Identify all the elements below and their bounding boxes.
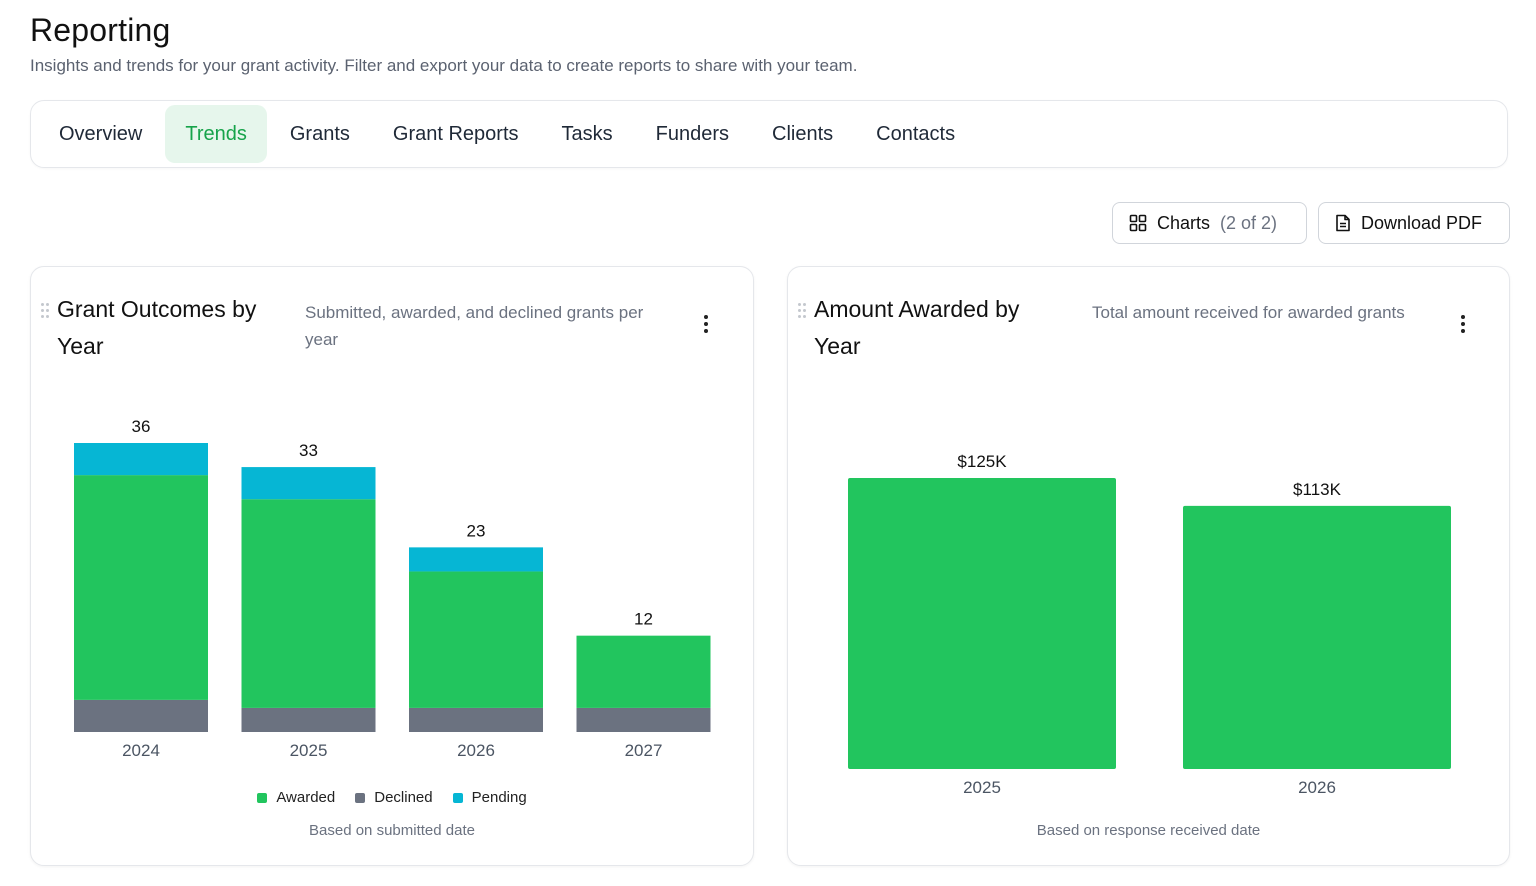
bar-segment-pending (74, 443, 208, 476)
card-title: Amount Awarded by Year (814, 296, 1020, 359)
x-tick-label: 2024 (122, 741, 160, 760)
bar-value-label: $113K (1293, 480, 1342, 499)
drag-handle-icon[interactable] (41, 303, 51, 319)
tab-grants[interactable]: Grants (289, 123, 350, 145)
charts-button-label: Charts (1157, 212, 1211, 233)
card-description: Submitted, awarded, and declined grants … (305, 303, 644, 349)
tab-trends[interactable]: Trends (165, 105, 267, 163)
awarded-swatch (257, 792, 268, 803)
amount-bar (1183, 505, 1451, 769)
bar-segment-declined (576, 707, 711, 732)
declined-swatch (355, 792, 366, 803)
more-options-icon[interactable] (703, 315, 709, 335)
bar-total-label: 33 (299, 441, 318, 460)
amount-bar (848, 478, 1116, 769)
bar-segment-declined (241, 707, 376, 732)
x-tick-label: 2025 (290, 741, 328, 760)
bar-segment-pending (409, 547, 543, 572)
bar-segment-pending (241, 467, 376, 500)
legend-label: Awarded (276, 789, 336, 806)
bar-total-label: 36 (132, 417, 151, 436)
tab-funders[interactable]: Funders (655, 123, 730, 145)
page-subtitle: Insights and trends for your grant activ… (30, 56, 858, 75)
bar-segment-awarded (74, 475, 208, 700)
legend-item-awarded: Awarded (257, 789, 335, 806)
bar-segment-awarded (409, 571, 543, 708)
tab-bar: Overview Trends Grants Grant Reports Tas… (30, 100, 1508, 168)
x-tick-label: 2025 (963, 778, 1001, 797)
legend-item-pending: Pending (452, 789, 527, 806)
tab-overview[interactable]: Overview (59, 123, 143, 145)
card-title: Grant Outcomes by Year (57, 296, 257, 359)
chart-footnote: Based on response received date (1036, 822, 1261, 839)
amount-awarded-card: Amount Awarded by Year Total amount rece… (787, 266, 1510, 866)
tab-tasks[interactable]: Tasks (561, 123, 613, 145)
bar-value-label: $125K (957, 452, 1007, 471)
chart-footnote: Based on submitted date (309, 822, 475, 839)
grid-icon (1129, 214, 1147, 232)
tab-clients[interactable]: Clients (772, 123, 834, 145)
legend-label: Pending (471, 789, 527, 806)
legend-label: Declined (374, 789, 433, 806)
bar-segment-awarded (241, 499, 376, 708)
grant-outcomes-chart: 36 2024 33 2025 23 2026 12 2027 (74, 417, 711, 760)
amount-awarded-chart: $125K 2025 $113K 2026 (848, 452, 1451, 797)
download-pdf-button[interactable]: Download PDF (1318, 202, 1510, 244)
tab-grant-reports[interactable]: Grant Reports (392, 123, 519, 145)
bar-total-label: 23 (467, 521, 486, 540)
x-tick-label: 2026 (1298, 778, 1336, 797)
grant-outcomes-card: Grant Outcomes by Year Submitted, awarde… (30, 266, 754, 866)
page-title: Reporting (30, 12, 171, 48)
more-options-icon[interactable] (1460, 315, 1466, 335)
bar-segment-declined (74, 699, 208, 732)
bar-segment-awarded (576, 635, 711, 708)
chart-legend: Awarded Declined Pending (31, 789, 753, 806)
bar-segment-declined (409, 707, 543, 732)
legend-item-declined: Declined (355, 789, 433, 806)
pending-swatch (452, 792, 463, 803)
card-description: Total amount received for awarded grants (1092, 303, 1405, 322)
document-icon (1336, 214, 1350, 232)
tab-contacts[interactable]: Contacts (876, 123, 956, 145)
charts-button[interactable]: Charts (2 of 2) (1112, 202, 1307, 244)
bar-total-label: 12 (634, 610, 653, 629)
x-tick-label: 2027 (625, 741, 663, 760)
download-pdf-label: Download PDF (1361, 212, 1483, 233)
drag-handle-icon[interactable] (798, 303, 808, 319)
x-tick-label: 2026 (457, 741, 495, 760)
charts-count: (2 of 2) (1220, 212, 1278, 233)
